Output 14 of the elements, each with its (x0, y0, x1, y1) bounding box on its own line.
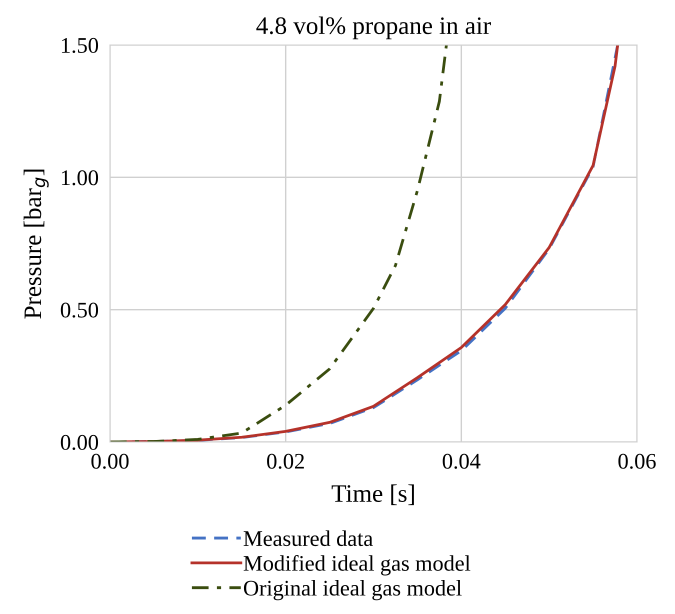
x-tick-label: 0.02 (267, 454, 304, 469)
legend-label: Modified ideal gas model (244, 555, 470, 576)
x-tick-label: 0.04 (442, 454, 480, 469)
chart-title: 4.8 vol% propane in air (256, 16, 491, 40)
y-tick-label: 1.50 (62, 38, 98, 54)
y-tick-label: 0.50 (60, 302, 98, 318)
y-tick-label: 1.00 (62, 170, 98, 186)
legend-label: Original ideal gas model (244, 580, 462, 600)
x-axis-title: Time [s] (332, 484, 414, 506)
x-tick-label: 0.06 (618, 454, 656, 469)
x-tick-label: 0.00 (91, 454, 129, 469)
y-axis-title: Pressure [bar$_{g}$] (24, 170, 49, 319)
y-tick-label: 0.00 (60, 434, 98, 450)
legend-label: Measured data (244, 530, 373, 546)
